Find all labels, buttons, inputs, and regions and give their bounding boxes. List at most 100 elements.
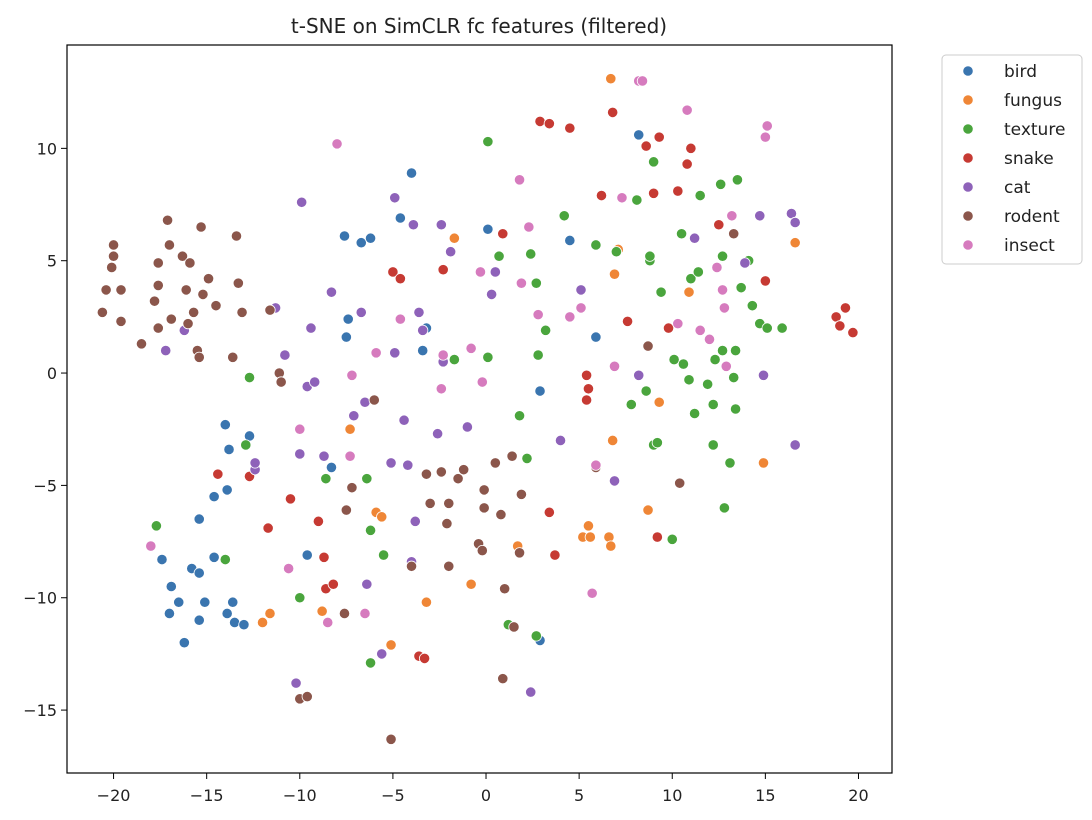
fungus-point [465, 578, 477, 590]
insect-point [716, 284, 729, 296]
fungus-point [653, 396, 665, 408]
snake-point [607, 106, 619, 119]
snake-point [387, 266, 399, 278]
texture-point [482, 136, 494, 148]
bird-point [193, 513, 205, 525]
texture-point [219, 553, 231, 566]
y-tick-label: −10 [23, 589, 57, 608]
snake-point [759, 275, 771, 287]
snake-point [284, 493, 297, 505]
rodent-point [495, 509, 507, 521]
cat-point [757, 369, 770, 381]
bird-point [405, 167, 418, 179]
cat-point [409, 515, 421, 527]
texture-point [364, 657, 377, 669]
insect-point [370, 347, 382, 359]
legend-marker [962, 181, 974, 193]
legend-marker [962, 239, 974, 251]
fungus-point [608, 268, 621, 280]
rodent-point [346, 482, 358, 494]
snake-point [595, 189, 608, 202]
series-snake [212, 106, 859, 665]
bird-point [301, 549, 313, 561]
fungus-point [448, 232, 460, 244]
texture-point [735, 282, 747, 294]
texture-point [718, 502, 730, 514]
insect-point [532, 309, 544, 321]
rodent-point [338, 607, 351, 620]
rodent-point [499, 583, 511, 595]
insect-point [322, 616, 334, 629]
insect-point [672, 318, 684, 330]
bird-point [482, 223, 494, 235]
cat-point [435, 219, 447, 231]
texture-point [761, 322, 773, 334]
texture-point [243, 371, 256, 384]
texture-point [532, 349, 544, 361]
insect-point [720, 360, 732, 372]
insect-point [608, 360, 621, 372]
bird-point [199, 596, 211, 608]
texture-point [640, 385, 652, 397]
cat-point [402, 459, 414, 471]
texture-point [648, 156, 660, 168]
texture-point [707, 439, 719, 451]
snake-point [672, 185, 684, 197]
rodent-point [163, 239, 176, 251]
texture-point [685, 273, 697, 285]
texture-point [240, 439, 252, 451]
bird-point [208, 491, 220, 503]
rodent-point [115, 284, 127, 296]
fungus-point [642, 504, 654, 516]
bird-point [173, 596, 185, 608]
bird-point [223, 443, 235, 456]
bird-point [221, 607, 233, 620]
texture-point [513, 410, 526, 422]
fungus-point [789, 237, 801, 249]
rodent-point [424, 497, 436, 509]
series-bird [156, 129, 645, 649]
rodent-point [476, 544, 488, 557]
texture-point [521, 452, 533, 465]
bird-point [342, 313, 354, 325]
rodent-point [301, 691, 313, 703]
insect-point [575, 302, 587, 314]
cat-point [290, 677, 302, 689]
texture-point [668, 353, 680, 366]
snake-point [839, 302, 852, 314]
insect-point [759, 131, 771, 143]
rodent-point [165, 313, 177, 325]
series-fungus [256, 73, 801, 651]
y-tick-label: 0 [47, 364, 57, 383]
y-tick-label: 5 [47, 252, 57, 271]
legend-label: bird [1004, 62, 1037, 82]
insect-point [283, 562, 295, 575]
rodent-point [180, 284, 192, 296]
fungus-point [316, 605, 328, 617]
rodent-point [195, 221, 207, 233]
insect-point [616, 192, 628, 204]
x-tick-label: −15 [190, 786, 224, 805]
snake-point [318, 551, 330, 563]
cat-point [754, 210, 766, 222]
cat-point [739, 257, 751, 269]
rodent-point [197, 288, 209, 301]
rodent-point [340, 504, 352, 516]
fungus-point [683, 286, 695, 298]
x-tick-label: 20 [848, 786, 868, 805]
cat-point [376, 648, 388, 660]
cat-point [296, 196, 308, 208]
legend-frame [941, 54, 1083, 265]
x-tick-label: 0 [481, 786, 491, 805]
cat-point [249, 457, 261, 469]
snake-point [212, 468, 224, 480]
texture-point [729, 403, 742, 415]
bird-point [355, 237, 367, 249]
insect-point [726, 210, 738, 222]
x-tick-label: −5 [381, 786, 405, 805]
texture-point [377, 549, 390, 561]
texture-point [631, 194, 643, 206]
bird-point [178, 637, 190, 649]
